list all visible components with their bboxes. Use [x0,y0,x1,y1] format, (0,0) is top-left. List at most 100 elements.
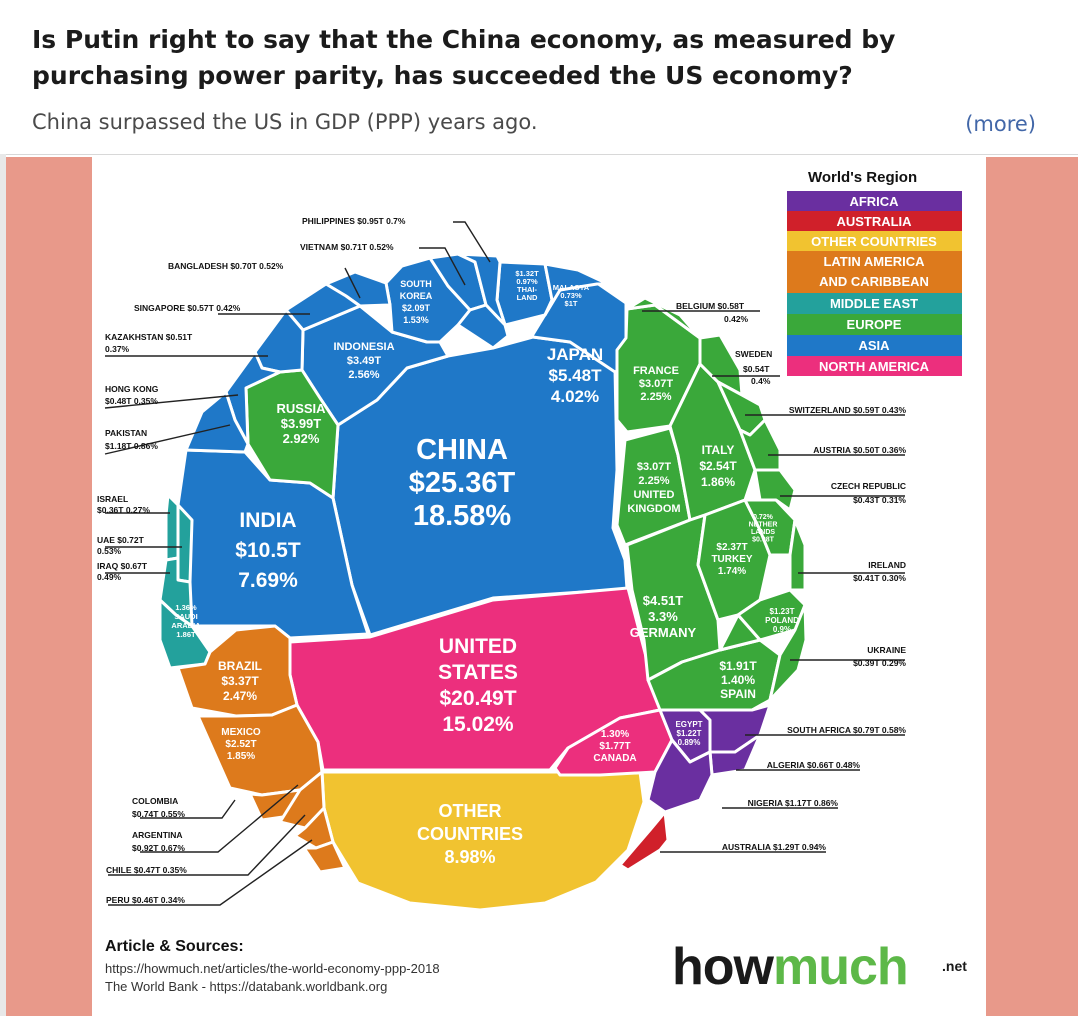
legend-label-1: AUSTRALIA [836,214,912,229]
callout-algeria: ALGERIA $0.66T 0.48% [767,760,861,770]
question-title[interactable]: Is Putin right to say that the China eco… [32,25,896,90]
line-bangladesh [344,267,361,299]
more-link[interactable]: (more) [965,112,1036,136]
callout-pakistan: PAKISTAN [105,428,147,438]
label-france: FRANCE $3.07T 2.25% [633,365,679,403]
callout-argentina: ARGENTINA [132,830,183,840]
callout-nigeria: NIGERIA $1.17T 0.86% [748,798,839,808]
legend-swatch-2 [787,231,962,251]
sources-worldbank: The World Bank - https://databank.worldb… [105,979,388,994]
tile-mexico [196,703,324,797]
callout-israel: ISRAEL [97,494,128,504]
callout-ukraine: UKRAINE [867,645,906,655]
label-germany: $4.51T 3.3% GERMANY [630,593,697,640]
tile-nigeria [646,738,714,814]
divider [0,154,1078,155]
label-netherlands: 0.72% NETHER LANDS $0.98T [749,514,778,544]
callout-iraq: IRAQ $0.67T [97,561,148,571]
legend-label-2: OTHER COUNTRIES [811,234,937,249]
legend-label-6: ASIA [858,338,890,353]
label-mexico: MEXICO $2.52T 1.85% [221,727,261,762]
logo-much: much [772,938,909,996]
callout-sweden-pct: 0.4% [751,376,771,386]
label-japan: JAPAN $5.48T 4.02% [547,345,603,406]
callout-belgium: BELGIUM $0.58T [676,301,745,311]
legend-swatch-0 [787,191,962,211]
label-china: CHINA $25.36T 18.58% [409,434,516,532]
callout-ukraine-val: $0.39T 0.29% [853,658,906,668]
label-russia: RUSSIA $3.99T 2.92% [276,401,326,446]
label-brazil: BRAZIL $3.37T 2.47% [218,659,262,703]
callout-australia: AUSTRALIA $1.29T 0.94% [722,842,827,852]
label-turkey: $2.37T TURKEY 1.74% [711,542,752,577]
label-poland: $1.23T POLAND 0.9% [765,607,799,634]
callout-austria: AUSTRIA $0.50T 0.36% [813,445,906,455]
howmuch-logo: howmuch [672,937,909,997]
legend-swatch-1 [787,211,962,231]
callout-vietnam: VIETNAM $0.71T 0.52% [300,242,394,252]
callout-uae: UAE $0.72T [97,535,145,545]
legend-swatch-7 [787,356,962,376]
callout-sweden: SWEDEN [735,349,772,359]
tile-australia [618,810,670,872]
legend-swatch-3 [787,251,962,293]
tile-misc-eu [718,613,762,652]
tile-peru [302,840,347,874]
label-italy: ITALY $2.54T 1.86% [699,443,737,489]
legend: World's Region AFRICA AUSTRALIA OTHER COUNT… [787,169,962,376]
label-canada: 1.30% $1.77T CANADA [593,729,636,764]
tile-southafrica [698,703,772,754]
tile-chile [293,806,335,850]
line-argentina [140,784,299,853]
legend-label-0: AFRICA [849,194,899,209]
callout-kazakhstan: KAZAKHSTAN $0.51T [105,332,193,342]
label-indonesia: INDONESIA $3.49T 2.56% [333,341,394,381]
page-edge [0,154,6,1016]
callout-kazakhstan-pct: 0.37% [105,344,130,354]
logo-how: how [672,938,774,996]
legend-swatch-6 [787,335,962,356]
tile-ireland [788,518,807,592]
callout-colombia-val: $0.74T 0.55% [132,809,185,819]
tile-argentina [278,770,326,830]
callout-iraq-pct: 0.49% [97,572,122,582]
callout-uae-pct: 0.53% [97,546,122,556]
legend-label-5: EUROPE [847,317,902,332]
label-uk: $3.07T 2.25% UNITED KINGDOM [627,461,680,515]
label-other: OTHER COUNTRIES 8.98% [417,801,523,867]
sources-title: Article & Sources: [105,938,244,955]
line-hongkong [104,394,239,409]
label-thailand: $1.32T 0.97% THAI-LAND [515,269,539,302]
callout-pakistan-val: $1.18T 0.86% [105,441,158,451]
line-chile [108,814,306,876]
line-colombia [140,799,236,819]
callout-lines [104,221,905,906]
sources-url: https://howmuch.net/articles/the-world-e… [105,961,440,976]
side-panel-right [986,157,1078,1016]
legend-swatch-5 [787,314,962,335]
callout-southafrica: SOUTH AFRICA $0.79T 0.58% [787,725,906,735]
tiles [158,252,808,912]
label-malaysia: MALASYA 0.73% $1T [553,283,590,308]
callout-colombia: COLOMBIA [132,796,178,806]
callout-switzerland: SWITZERLAND $0.59T 0.43% [789,405,907,415]
callout-argentina-val: $0.92T 0.67% [132,843,185,853]
tile-asia-s3 [456,303,510,350]
legend-swatch-4 [787,293,962,314]
legend-title: World's Region [808,169,917,186]
question-subtitle: China surpassed the US in GDP (PPP) year… [32,110,538,134]
legend-label-3: LATIN AMERICA AND CARIBBEAN [819,254,929,289]
callout-sweden-val: $0.54T [743,364,770,374]
callout-labels: PHILIPPINES $0.95T 0.7% VIETNAM $0.71T 0.… [97,216,906,905]
tile-labels: CHINA $25.36T 18.58% UNITED STATES $20.49T 15.… [171,269,799,867]
logo-net: .net [942,958,967,974]
callout-ireland-val: $0.41T 0.30% [853,573,906,583]
side-panel-left [0,157,92,1016]
label-spain: $1.91T 1.40% SPAIN [719,659,757,701]
label-saudi: 1.36% SAUDI ARABIA 1.86T [171,603,201,639]
callout-hongkong: HONG KONG [105,384,159,394]
callout-philippines: PHILIPPINES $0.95T 0.7% [302,216,406,226]
tile-czech [753,468,797,512]
label-egypt: EGYPT $1.22T 0.89% [675,720,702,747]
